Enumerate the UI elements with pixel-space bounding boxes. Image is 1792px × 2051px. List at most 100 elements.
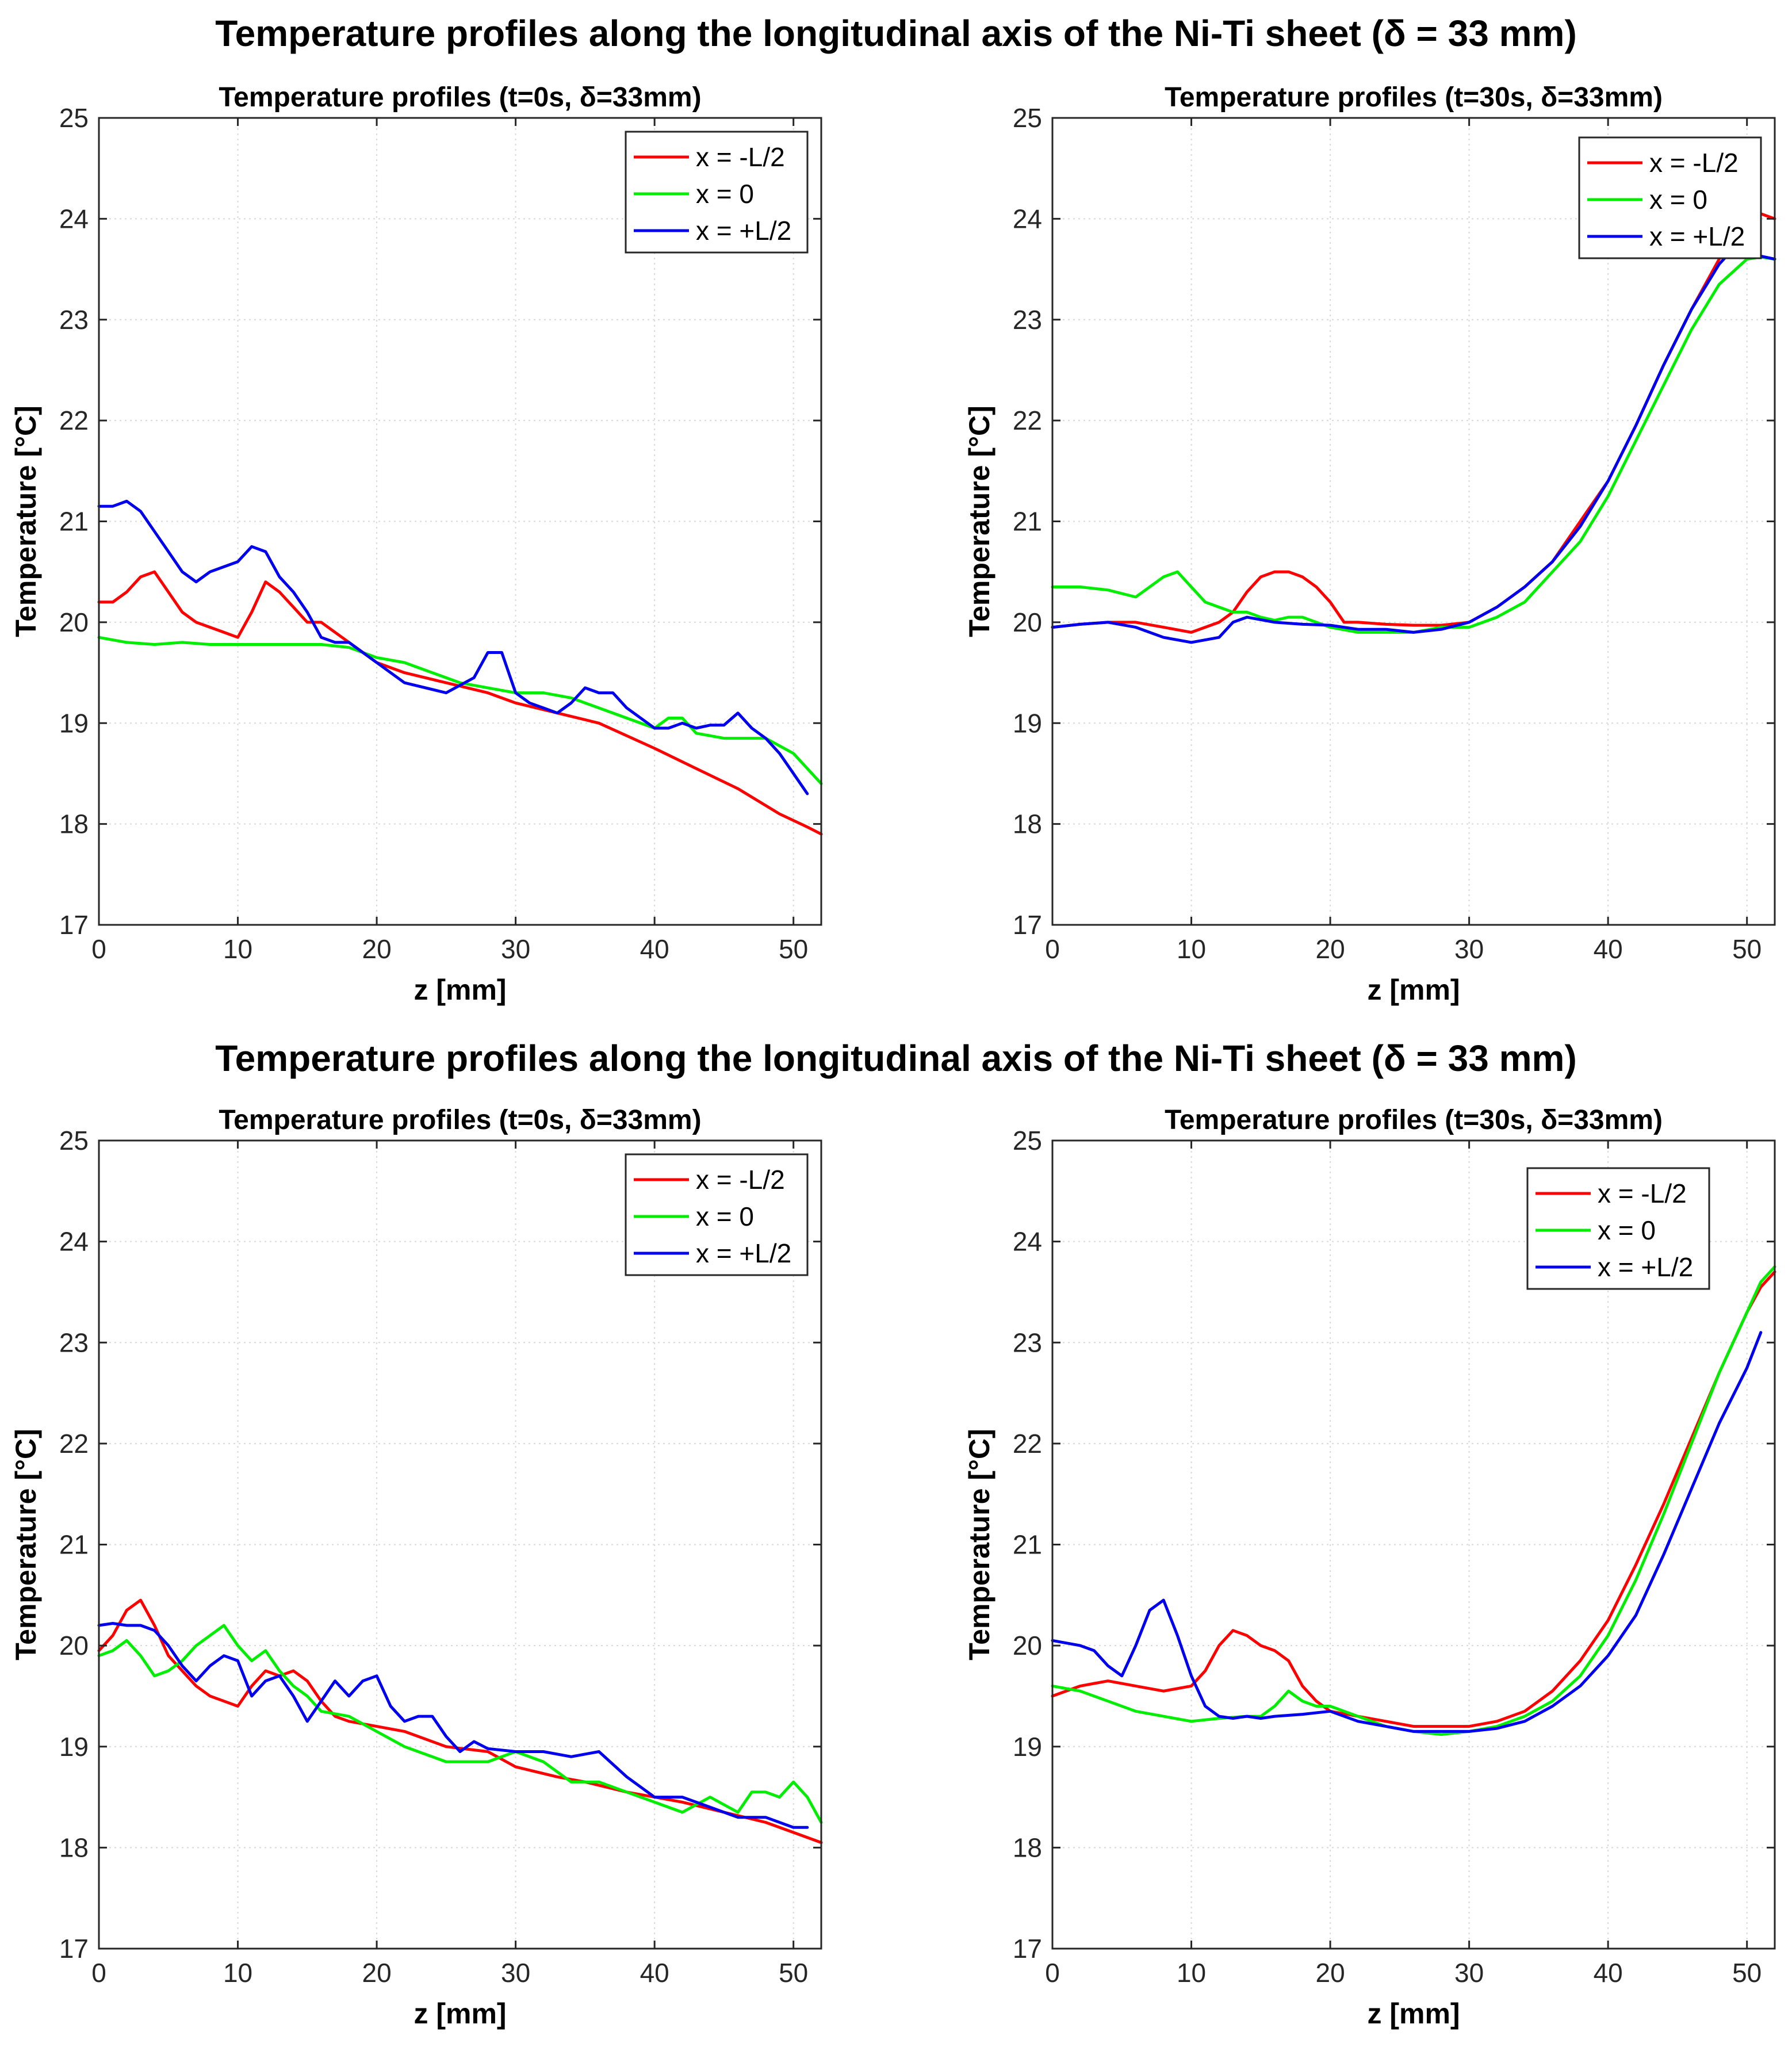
y-tick-label: 19 <box>59 708 89 738</box>
chart-panel-1: 0 10 20 30 40 50 17 18 19 20 21 22 23 24 25 Temperature… <box>10 82 823 1006</box>
x-tick-label: 20 <box>1315 1958 1345 1988</box>
y-tick-label: 25 <box>1013 1126 1042 1155</box>
x-tick-label: 30 <box>1454 1958 1484 1988</box>
y-tick-label: 19 <box>59 1732 89 1762</box>
x-tick-label: 50 <box>1732 1958 1762 1988</box>
legend-label-2: x = 0 <box>696 1201 754 1231</box>
x-axis-label: z [mm] <box>1367 974 1460 1006</box>
y-tick-label: 18 <box>1013 1832 1042 1862</box>
chart-title: Temperature profiles (t=30s, δ=33mm) <box>1165 82 1663 113</box>
y-tick-label: 20 <box>1013 1631 1042 1660</box>
x-tick-label: 0 <box>91 934 106 964</box>
chart-panel-3: 0 10 20 30 40 50 17 18 19 20 21 22 23 24 25 Temperature… <box>10 1105 823 2030</box>
y-tick-label: 23 <box>1013 1327 1042 1357</box>
y-tick-label: 21 <box>1013 1530 1042 1560</box>
y-tick-label: 21 <box>1013 507 1042 537</box>
chart-panel-4: 0 10 20 30 40 50 17 18 19 20 21 22 23 24 25 Temperature… <box>963 1105 1776 2030</box>
x-tick-label: 10 <box>1177 934 1206 964</box>
legend-box <box>1578 136 1762 259</box>
y-tick-label: 18 <box>1013 809 1042 839</box>
row-title-top: Temperature profiles along the longitudi… <box>215 13 1577 54</box>
series-line-3 <box>97 1622 809 1829</box>
legend-box <box>625 131 809 254</box>
series-line-3 <box>1051 1331 1763 1733</box>
y-tick-label: 23 <box>59 1327 89 1357</box>
x-axis-label: z [mm] <box>413 974 506 1006</box>
y-tick-label: 22 <box>59 405 89 435</box>
series-line-2 <box>97 1624 823 1824</box>
x-tick-label: 20 <box>362 1958 391 1988</box>
y-tick-label: 22 <box>1013 1429 1042 1459</box>
y-tick-label: 17 <box>1013 910 1042 940</box>
series-line-3 <box>1051 247 1776 644</box>
x-tick-label: 50 <box>1732 934 1762 964</box>
y-tick-label: 19 <box>1013 1732 1042 1762</box>
panels: 0 10 20 30 40 50 17 18 19 20 21 22 23 24 25 Temperature… <box>10 82 1776 2030</box>
legend-label-1: x = -L/2 <box>696 142 785 172</box>
chart-panel-2: 0 10 20 30 40 50 17 18 19 20 21 22 23 24 25 Temperature… <box>963 82 1776 1006</box>
x-tick-label: 40 <box>1594 1958 1623 1988</box>
legend-label-2: x = 0 <box>1649 185 1707 215</box>
x-tick-label: 0 <box>1045 934 1060 964</box>
y-tick-label: 17 <box>59 910 89 940</box>
chart-title: Temperature profiles (t=0s, δ=33mm) <box>219 1105 701 1135</box>
legend-label-3: x = +L/2 <box>1598 1252 1693 1282</box>
y-tick-label: 24 <box>1013 1227 1042 1257</box>
y-tick-label: 22 <box>1013 405 1042 435</box>
x-axis-label: z [mm] <box>1367 1998 1460 2030</box>
y-tick-label: 20 <box>59 1631 89 1660</box>
legend-label-3: x = +L/2 <box>696 1238 791 1268</box>
series-line-3 <box>97 499 809 795</box>
x-tick-label: 10 <box>1177 1958 1206 1988</box>
series-line-2 <box>97 636 823 785</box>
x-tick-label: 10 <box>223 1958 252 1988</box>
y-tick-label: 25 <box>1013 103 1042 133</box>
x-tick-label: 20 <box>1315 934 1345 964</box>
legend-box <box>1526 1167 1710 1290</box>
x-tick-label: 50 <box>779 934 808 964</box>
x-axis-label: z [mm] <box>413 1998 506 2030</box>
y-tick-label: 20 <box>1013 607 1042 637</box>
y-tick-label: 17 <box>1013 1934 1042 1964</box>
legend: x = -L/2 x = 0 x = +L/2 <box>1526 1167 1710 1290</box>
x-tick-label: 40 <box>640 934 669 964</box>
y-axis-label: Temperature [°C] <box>963 1429 995 1660</box>
legend: x = -L/2 x = 0 x = +L/2 <box>625 131 809 254</box>
series-line-2 <box>1051 255 1776 634</box>
legend-label-2: x = 0 <box>1598 1215 1656 1245</box>
legend-label-1: x = -L/2 <box>1649 148 1739 178</box>
legend-label-3: x = +L/2 <box>696 216 791 246</box>
y-tick-label: 23 <box>1013 305 1042 335</box>
y-axis-label: Temperature [°C] <box>10 405 42 637</box>
y-axis-label: Temperature [°C] <box>10 1429 42 1660</box>
legend-label-2: x = 0 <box>696 179 754 209</box>
y-tick-label: 25 <box>59 103 89 133</box>
y-tick-label: 20 <box>59 607 89 637</box>
row-title-bottom: Temperature profiles along the longitudi… <box>215 1038 1577 1079</box>
x-tick-label: 20 <box>362 934 391 964</box>
y-tick-label: 24 <box>1013 204 1042 234</box>
y-tick-label: 21 <box>59 1530 89 1560</box>
chart-title: Temperature profiles (t=0s, δ=33mm) <box>219 82 701 113</box>
legend: x = -L/2 x = 0 x = +L/2 <box>1578 136 1762 259</box>
y-tick-label: 25 <box>59 1126 89 1155</box>
x-tick-label: 40 <box>1594 934 1623 964</box>
x-tick-label: 10 <box>223 934 252 964</box>
y-tick-label: 24 <box>59 204 89 234</box>
legend-box <box>625 1153 809 1276</box>
y-tick-label: 23 <box>59 305 89 335</box>
x-tick-label: 0 <box>1045 1958 1060 1988</box>
y-axis-label: Temperature [°C] <box>963 405 995 637</box>
y-tick-label: 24 <box>59 1227 89 1257</box>
legend: x = -L/2 x = 0 x = +L/2 <box>625 1153 809 1276</box>
legend-label-3: x = +L/2 <box>1649 221 1745 251</box>
legend-label-1: x = -L/2 <box>696 1165 785 1195</box>
legend-label-1: x = -L/2 <box>1598 1178 1687 1208</box>
chart-title: Temperature profiles (t=30s, δ=33mm) <box>1165 1105 1663 1135</box>
y-tick-label: 18 <box>59 1832 89 1862</box>
y-tick-label: 17 <box>59 1934 89 1964</box>
y-tick-label: 21 <box>59 507 89 537</box>
x-tick-label: 0 <box>91 1958 106 1988</box>
x-tick-label: 50 <box>779 1958 808 1988</box>
